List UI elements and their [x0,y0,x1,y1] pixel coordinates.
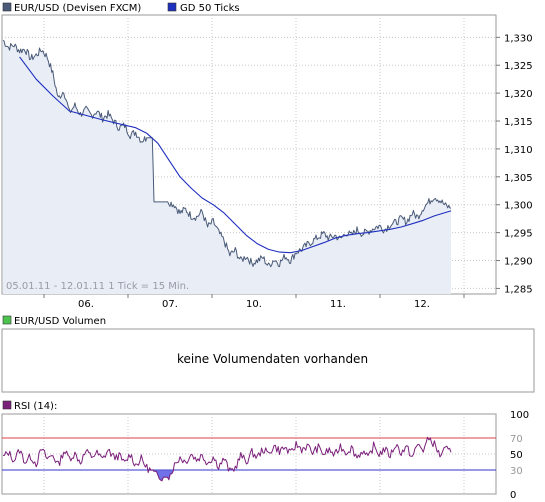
price-y-tick-label: 1,295 [504,229,533,240]
price-area-fill [3,40,451,295]
price-footnote: 05.01.11 - 12.01.11 1 Tick = 15 Min. [6,281,189,292]
price-x-tick-label: 11. [330,299,346,310]
rsi-y-tick-label: 100 [510,410,529,421]
price-x-axis: 06. 07. 10. 11. 12. [43,294,465,310]
price-panel: EUR/USD (Devisen FXCM) GD 50 Ticks 1,330… [1,2,533,310]
price-x-tick-label: 10. [246,299,262,310]
rsi-legend-label: RSI (14): [14,401,57,412]
price-x-tick-label: 12. [414,299,430,310]
rsi-y-axis: 100 70 50 30 0 [510,410,529,501]
price-legend-label-gd50: GD 50 Ticks [180,3,240,14]
rsi-y-tick-label: 30 [510,466,523,477]
rsi-grid [2,414,496,494]
price-y-tick-label: 1,330 [504,33,533,44]
price-y-tick-label: 1,310 [504,145,533,156]
rsi-y-tick-label: 0 [510,490,516,501]
price-y-tick-label: 1,305 [504,173,533,184]
price-x-tick-label: 07. [162,299,178,310]
rsi-y-tick-label: 50 [510,450,523,461]
price-y-tick-label: 1,285 [504,284,533,295]
price-y-tick-label: 1,300 [504,201,533,212]
price-series-gd50 [19,56,452,254]
price-series-eurusd [2,39,452,268]
volume-empty-message: keine Volumendaten vorhanden [176,352,369,366]
volume-panel: EUR/USD Volumen [1,315,535,393]
rsi-legend-swatch [2,400,12,410]
price-y-axis: 1,330 1,325 1,320 1,315 1,310 1,305 1,300 1,295… [496,33,533,295]
price-y-tick-label: 1,325 [504,61,533,72]
price-x-tick-label: 06. [78,299,94,310]
volume-plot-frame [1,328,535,393]
price-legend-label-eurusd: EUR/USD (Devisen FXCM) [14,3,141,14]
rsi-panel: RSI (14): 100 70 50 30 0 [1,400,529,501]
price-y-tick-label: 1,320 [504,89,533,100]
volume-legend-label: EUR/USD Volumen [14,316,106,327]
price-legend-swatch-gd50 [167,2,177,12]
volume-legend-swatch [2,315,12,325]
price-y-tick-label: 1,315 [504,117,533,128]
rsi-series [3,436,452,482]
price-legend: EUR/USD (Devisen FXCM) GD 50 Ticks [2,2,240,14]
price-legend-swatch-eurusd [2,2,12,12]
price-y-tick-label: 1,290 [504,257,533,268]
rsi-y-tick-label: 70 [510,434,523,445]
